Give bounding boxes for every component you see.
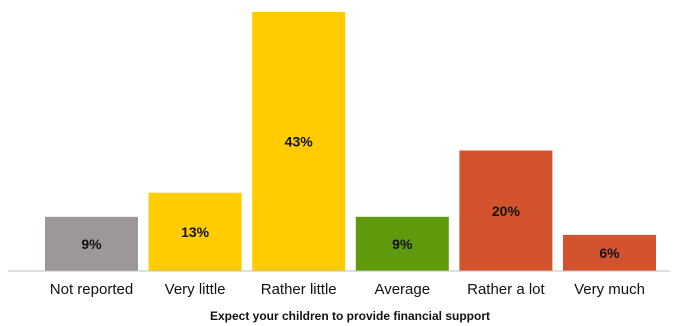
bar-average (355, 216, 449, 271)
bar-rather-a-lot (459, 150, 553, 271)
bar-very-much (563, 234, 656, 271)
bar-rather-little (252, 12, 346, 271)
data-label: 13% (181, 224, 210, 240)
data-label: 6% (599, 245, 620, 261)
category-label: Not reported (50, 281, 133, 298)
x-axis-title: Expect your children to provide financia… (210, 309, 490, 323)
category-label: Rather little (261, 281, 337, 298)
category-labels-group: Not reported Very little Rather little Aver… (50, 281, 645, 298)
data-label: 20% (492, 203, 521, 219)
category-label: Rather a lot (467, 281, 545, 298)
category-label: Average (374, 281, 430, 298)
data-label: 43% (285, 134, 314, 150)
bar-not-reported (45, 216, 138, 271)
data-label: 9% (81, 236, 102, 252)
category-label: Very much (574, 281, 645, 298)
bar-very-little (148, 192, 242, 271)
data-labels-group: 9% 13% 43% 9% 20% 6% (81, 134, 620, 261)
bars-group (45, 12, 656, 271)
category-label: Very little (165, 281, 226, 298)
data-label: 9% (392, 236, 413, 252)
